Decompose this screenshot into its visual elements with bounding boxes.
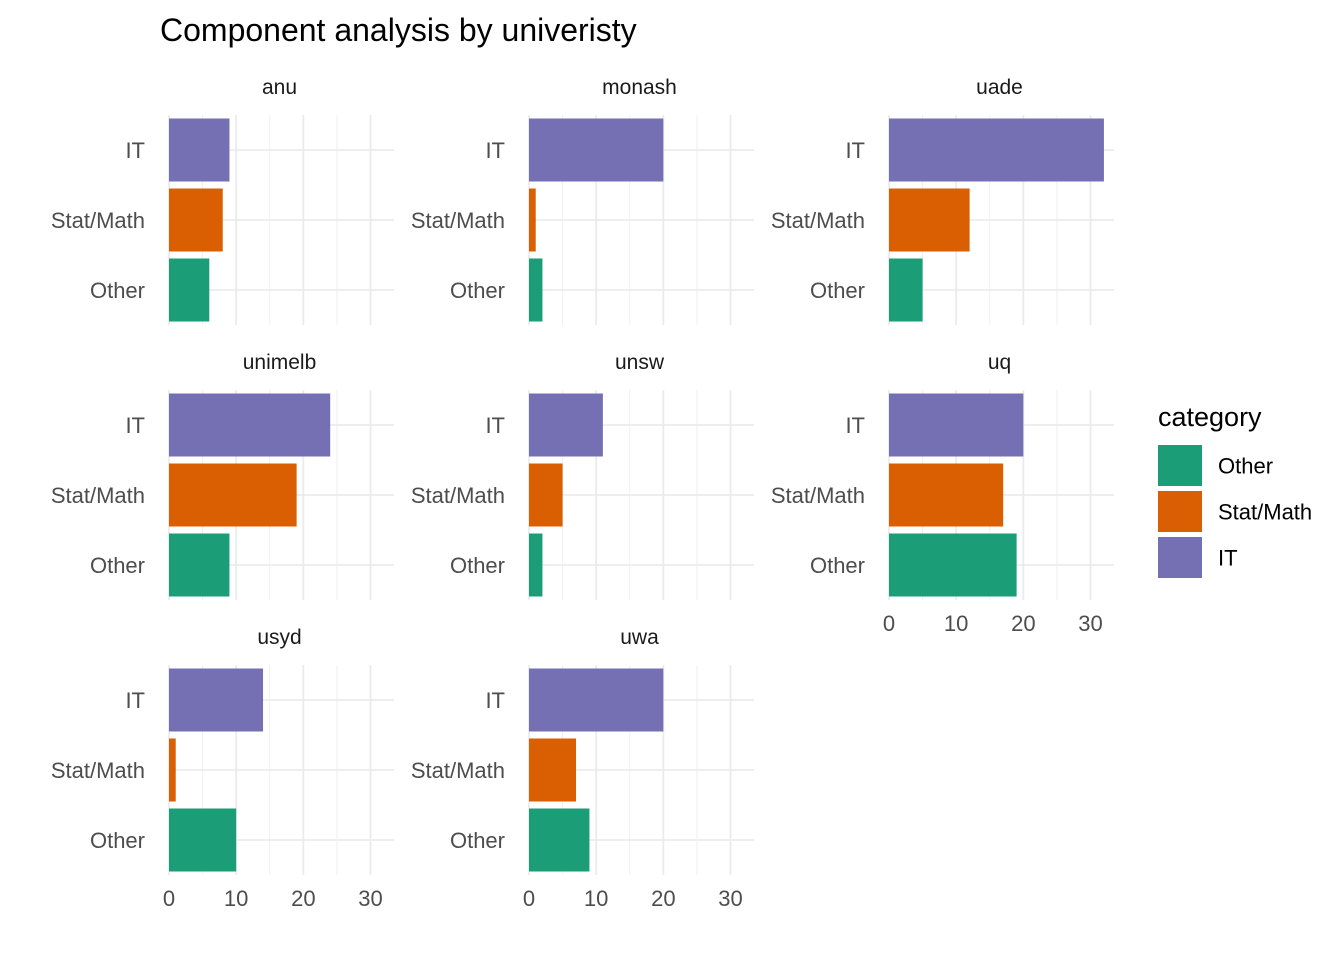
y-tick-label: IT <box>125 688 145 713</box>
panel-monash: monash IT Stat/Math Other <box>411 76 754 325</box>
x-tick-label: 20 <box>651 886 675 911</box>
bar-unimelb-other <box>169 533 230 597</box>
bar-uwa-stat-math <box>529 738 577 802</box>
x-tick-label: 20 <box>1011 611 1035 636</box>
bar-usyd-stat-math <box>169 738 176 802</box>
x-tick-label: 30 <box>358 886 382 911</box>
legend-key-other <box>1158 445 1202 486</box>
panel-uq: uq IT Stat/Math Other 0 10 20 30 <box>771 351 1114 636</box>
y-tick-label: Other <box>90 278 145 303</box>
strip-label-unimelb: unimelb <box>243 351 317 374</box>
bar-uq-other <box>889 533 1017 597</box>
panel-anu: anu IT Stat/Math Other <box>51 76 394 325</box>
x-tick-label: 10 <box>944 611 968 636</box>
bar-anu-it <box>169 118 230 182</box>
panel-unsw: unsw IT Stat/Math Other <box>411 351 754 600</box>
bar-anu-stat-math <box>169 188 223 252</box>
y-tick-label: Stat/Math <box>771 208 865 233</box>
panel-usyd: usyd IT Stat/Math Other 0 10 20 30 <box>51 626 394 911</box>
bar-uwa-it <box>529 668 664 732</box>
bar-usyd-it <box>169 668 264 732</box>
bar-unsw-other <box>529 533 543 597</box>
panel-uade: uade IT Stat/Math Other <box>771 76 1114 325</box>
y-tick-label: Other <box>450 553 505 578</box>
bar-uade-it <box>889 118 1104 182</box>
bar-monash-other <box>529 258 543 322</box>
legend-key-stat-math <box>1158 491 1202 532</box>
strip-label-unsw: unsw <box>615 351 665 374</box>
y-tick-label: Stat/Math <box>51 758 145 783</box>
y-tick-label: IT <box>125 138 145 163</box>
y-tick-label: IT <box>485 138 505 163</box>
strip-label-anu: anu <box>262 76 297 99</box>
bar-uade-stat-math <box>889 188 970 252</box>
facet-panels: anu IT Stat/Math Other monash IT Stat/Math Othe… <box>51 76 1114 911</box>
x-tick-label: 0 <box>163 886 175 911</box>
x-tick-label: 10 <box>584 886 608 911</box>
bar-uq-stat-math <box>889 463 1004 527</box>
legend: category Other Stat/Math IT <box>1158 402 1312 578</box>
bar-unsw-stat-math <box>529 463 563 527</box>
bar-uwa-other <box>529 808 590 872</box>
panel-unimelb: unimelb IT Stat/Math Other <box>51 351 394 600</box>
legend-label-it: IT <box>1218 546 1238 571</box>
y-tick-label: Other <box>90 553 145 578</box>
y-tick-label: Stat/Math <box>51 483 145 508</box>
chart-title: Component analysis by univeristy <box>160 12 637 48</box>
y-tick-label: Other <box>450 278 505 303</box>
bar-monash-it <box>529 118 664 182</box>
bar-uade-other <box>889 258 923 322</box>
y-tick-label: Stat/Math <box>771 483 865 508</box>
bar-unimelb-it <box>169 393 331 457</box>
y-tick-label: IT <box>485 413 505 438</box>
bar-unimelb-stat-math <box>169 463 297 527</box>
y-tick-label: Other <box>810 553 865 578</box>
y-tick-label: Other <box>810 278 865 303</box>
y-tick-label: Stat/Math <box>411 483 505 508</box>
legend-title: category <box>1158 402 1262 432</box>
y-tick-label: Stat/Math <box>411 758 505 783</box>
y-tick-label: IT <box>845 413 865 438</box>
strip-label-uade: uade <box>976 76 1023 99</box>
y-tick-label: IT <box>125 413 145 438</box>
x-tick-label: 10 <box>224 886 248 911</box>
y-tick-label: IT <box>845 138 865 163</box>
strip-label-uq: uq <box>988 351 1011 374</box>
x-tick-label: 20 <box>291 886 315 911</box>
bar-unsw-it <box>529 393 603 457</box>
strip-label-monash: monash <box>602 76 677 99</box>
bar-usyd-other <box>169 808 237 872</box>
x-tick-label: 0 <box>523 886 535 911</box>
y-tick-label: Other <box>90 828 145 853</box>
strip-label-usyd: usyd <box>257 626 301 649</box>
legend-label-stat-math: Stat/Math <box>1218 500 1312 525</box>
y-tick-label: IT <box>485 688 505 713</box>
bar-uq-it <box>889 393 1024 457</box>
y-tick-label: Other <box>450 828 505 853</box>
legend-label-other: Other <box>1218 454 1273 479</box>
legend-key-it <box>1158 537 1202 578</box>
panel-uwa: uwa IT Stat/Math Other 0 10 20 30 <box>411 626 754 911</box>
strip-label-uwa: uwa <box>620 626 659 649</box>
bar-monash-stat-math <box>529 188 536 252</box>
x-tick-label: 0 <box>883 611 895 636</box>
bar-anu-other <box>169 258 210 322</box>
y-tick-label: Stat/Math <box>411 208 505 233</box>
x-tick-label: 30 <box>718 886 742 911</box>
y-tick-label: Stat/Math <box>51 208 145 233</box>
x-tick-label: 30 <box>1078 611 1102 636</box>
